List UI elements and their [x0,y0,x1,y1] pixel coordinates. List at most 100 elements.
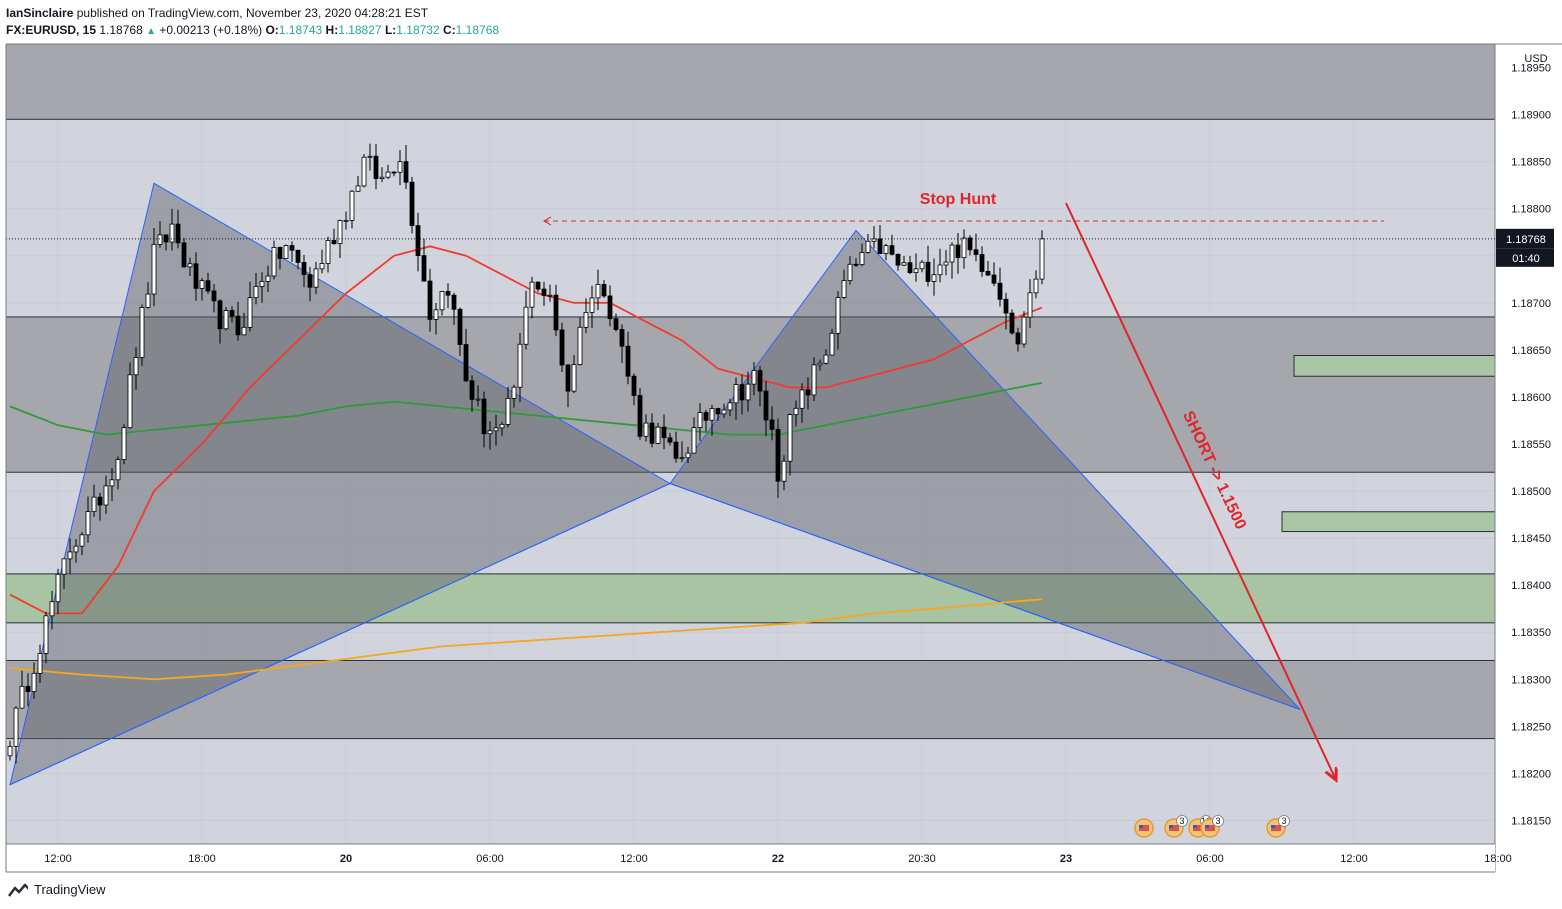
candle [283,244,289,259]
candle-body [595,284,601,299]
candle [709,404,715,436]
candle-body [397,161,403,173]
candle [577,317,583,366]
candle-body [841,280,847,298]
stop-hunt-arrowhead [542,216,552,226]
symbol-label: FX:EURUSD, 15 [6,23,97,37]
candle [319,249,325,274]
candle [175,209,181,249]
candle-body [247,297,253,328]
candle [979,246,985,277]
event-marker[interactable]: 3 [1200,815,1224,838]
event-markers[interactable]: 31633 [1134,815,1290,838]
candle [769,406,775,441]
short-arrow[interactable] [1065,202,1336,780]
candle-body [775,428,781,482]
candle-body [481,398,487,435]
event-marker[interactable]: 3 [1164,815,1188,838]
candle [19,670,25,709]
time-tick-label: 18:00 [188,853,216,865]
candle-body [373,155,379,179]
candle [199,278,205,301]
candle [811,357,817,401]
price-tick-label: 1.18200 [1511,768,1551,780]
candle [973,233,979,262]
price-tick-label: 1.18600 [1511,392,1551,404]
candle-body [973,249,979,255]
pattern-xb-line [9,483,671,786]
candle-body [793,407,799,416]
candle-body [637,395,643,437]
candle-body [61,558,67,575]
candle-body [217,300,223,330]
candle [691,417,697,454]
candle-body [331,240,337,245]
candle-body [151,244,157,295]
candle-body [109,479,115,487]
candle [733,377,739,420]
candle [265,265,271,292]
candle [133,347,139,390]
stop-hunt-label[interactable]: Stop Hunt [920,191,997,208]
current-price-tag[interactable] [1496,228,1554,249]
price-tick-label: 1.18550 [1511,439,1551,451]
candle [97,492,103,521]
footer-brand[interactable]: TradingView [8,882,106,897]
candle [583,298,589,334]
candle [289,241,295,263]
candle [631,373,637,406]
candle-body [913,268,919,273]
candle-body [121,427,127,460]
candle [247,281,253,332]
candle-body [277,246,283,259]
candle-body [589,297,595,313]
candle-body [703,412,709,421]
candle-body [499,423,505,429]
candle [805,377,811,410]
time-axis-bg [6,844,1495,872]
event-marker[interactable]: 3 [1266,815,1290,838]
candle [457,307,463,356]
candle [655,422,661,444]
price-axis[interactable]: USD1.189501.189001.188501.188001.187501.… [6,44,1562,874]
candle-body [559,329,565,366]
candle-body [49,601,55,617]
candle [649,413,655,448]
event-count-label: 3 [1215,816,1220,826]
candle [685,446,691,464]
candle [889,234,895,256]
candle [325,236,331,273]
candle-body [811,364,817,396]
candle [835,291,841,350]
candle-body [517,343,523,388]
candle [799,383,805,423]
candle [31,662,37,699]
candle [589,285,595,328]
candle-body [733,384,739,404]
candle-body [781,460,787,482]
candle-body [343,219,349,222]
candle-body [1027,292,1033,318]
candle [301,254,307,288]
candle-body [919,261,925,270]
candle [43,611,49,664]
candle [145,282,151,309]
candle [361,154,367,188]
candle-body [283,245,289,259]
harmonic-pattern[interactable] [9,182,1301,786]
candle-body [727,402,733,411]
time-axis[interactable]: 12:00 18:00 20 06:00 12:00 22 20:30 23 06:00 12:0… [5,43,1562,873]
candle-body [211,290,217,302]
us-flag-canton [1271,825,1275,828]
us-flag-stripes [1139,825,1149,831]
author-name[interactable]: IanSinclaire [6,6,74,20]
candle-body [649,422,655,444]
candle-body [451,294,457,310]
candle [499,421,505,436]
event-marker[interactable] [1134,818,1154,838]
candle [211,283,217,313]
candle-body [379,176,385,179]
candle [49,590,55,630]
candle [487,421,493,450]
